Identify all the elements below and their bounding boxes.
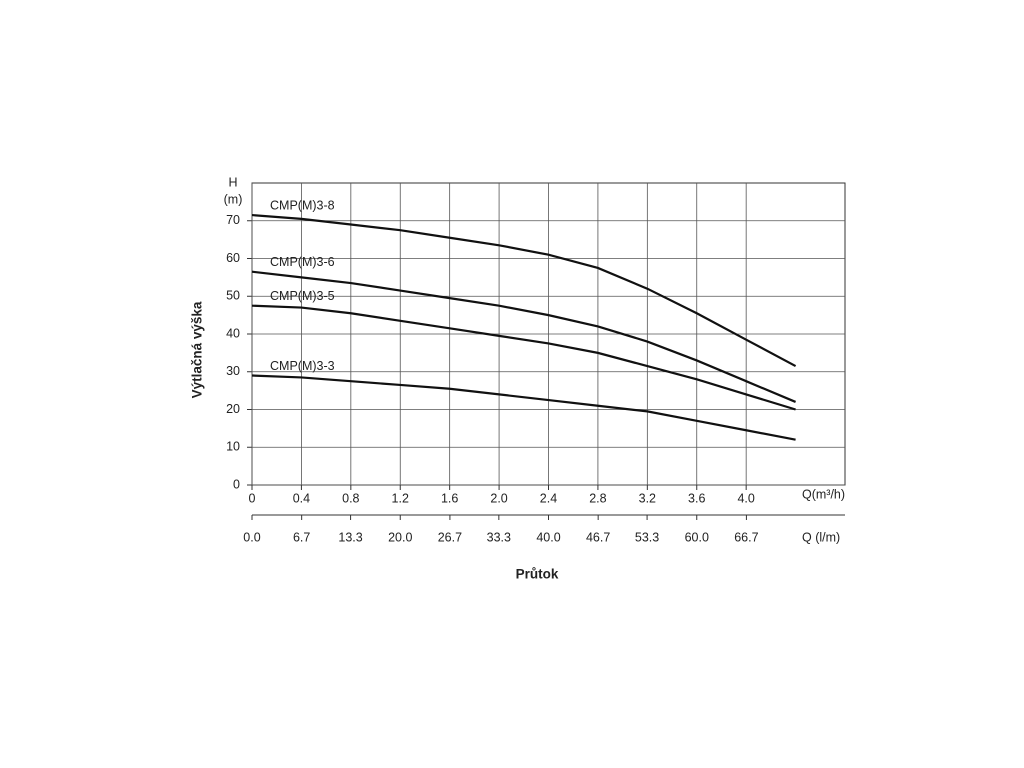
x-tick-label: 0.4 [293, 491, 310, 505]
curve [251, 270, 797, 403]
series-label: CMP(M)3-5 [270, 289, 335, 303]
x2-tick-label: 40.0 [536, 530, 560, 544]
x2-tick-label: 60.0 [685, 530, 709, 544]
y-tick-label: 10 [226, 440, 240, 454]
x-tick-label: 2.0 [490, 491, 507, 505]
y-axis-unit: (m) [224, 192, 243, 206]
x-tick-label: 2.4 [540, 491, 557, 505]
y-tick-label: 70 [226, 213, 240, 227]
x2-tick-label: 66.7 [734, 530, 758, 544]
series-label: CMP(M)3-8 [270, 198, 335, 212]
x2-tick-label: 13.3 [338, 530, 362, 544]
series-label: CMP(M)3-3 [270, 359, 335, 373]
x2-tick-label: 6.7 [293, 530, 310, 544]
x2-axis-unit: Q (l/m) [802, 530, 840, 544]
y-tick-label: 20 [226, 402, 240, 416]
x-tick-label: 2.8 [589, 491, 606, 505]
curve [251, 213, 797, 368]
y-tick-label: 40 [226, 326, 240, 340]
y-axis-symbol: H [228, 175, 237, 189]
x-axis-label: Průtok [516, 567, 559, 582]
x2-tick-label: 33.3 [487, 530, 511, 544]
x2-tick-label: 46.7 [586, 530, 610, 544]
series-label: CMP(M)3-6 [270, 255, 335, 269]
curve [251, 374, 796, 441]
x-axis-unit: Q(m³/h) [802, 487, 845, 501]
y-axis-label: Výtlačná výška [190, 301, 205, 398]
x2-tick-label: 26.7 [438, 530, 462, 544]
x-tick-label: 0 [249, 491, 256, 505]
x-tick-label: 1.2 [392, 491, 409, 505]
x-tick-label: 3.6 [688, 491, 705, 505]
y-tick-label: 0 [233, 477, 240, 491]
y-tick-label: 50 [226, 289, 240, 303]
x-tick-label: 4.0 [737, 491, 754, 505]
y-tick-label: 60 [226, 251, 240, 265]
x2-tick-label: 0.0 [243, 530, 260, 544]
curve [251, 304, 796, 411]
x-tick-label: 3.2 [639, 491, 656, 505]
x-tick-label: 0.8 [342, 491, 359, 505]
y-tick-label: 30 [226, 364, 240, 378]
x2-tick-label: 53.3 [635, 530, 659, 544]
x-tick-label: 1.6 [441, 491, 458, 505]
x2-tick-label: 20.0 [388, 530, 412, 544]
